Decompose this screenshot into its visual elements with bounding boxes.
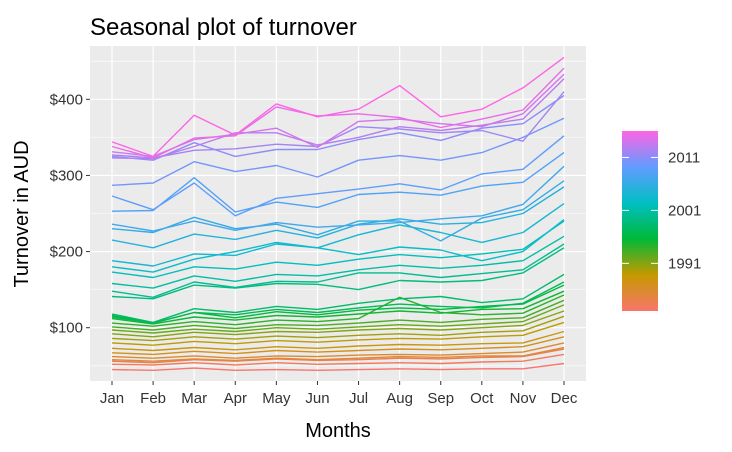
series-line-1994 — [111, 294, 565, 327]
y-tick-label: $100 — [50, 320, 83, 337]
x-tick-label: Nov — [510, 390, 537, 407]
series-line-2015 — [111, 67, 565, 159]
series-line-1987 — [111, 336, 565, 356]
series-line-2016 — [111, 56, 565, 158]
series-line-1985 — [111, 346, 565, 362]
x-axis: Jan Feb Mar Apr May Jun Jul Aug Sep Oct Nov Dec — [100, 381, 578, 407]
series-line-1989 — [111, 321, 565, 346]
series-line-2003 — [111, 219, 565, 273]
x-tick-label: Jul — [349, 390, 368, 407]
series-line-2012 — [111, 91, 565, 159]
series-line-1988 — [111, 330, 565, 352]
series-line-2004 — [111, 203, 565, 267]
series-line-2001 — [111, 235, 565, 289]
legend-colorbar — [622, 131, 658, 311]
legend: 1991 2001 2011 — [622, 149, 701, 272]
series-line-2009 — [111, 135, 565, 217]
series-lines — [111, 56, 565, 371]
legend-label: 2011 — [668, 149, 700, 166]
series-line-1995 — [111, 290, 565, 325]
x-axis-title: Months — [305, 420, 371, 442]
y-tick-label: $400 — [50, 91, 83, 108]
series-line-1998 — [111, 273, 565, 324]
series-line-1999 — [111, 247, 565, 300]
series-line-1993 — [111, 299, 565, 331]
x-tick-label: Jun — [305, 390, 329, 407]
series-line-2007 — [111, 165, 565, 232]
x-tick-label: Aug — [386, 390, 413, 407]
x-tick-label: Feb — [140, 390, 166, 407]
x-tick-label: Jan — [100, 390, 124, 407]
series-line-1986 — [111, 342, 565, 359]
series-line-2010 — [111, 117, 565, 186]
x-tick-label: Sep — [427, 390, 454, 407]
x-tick-label: Apr — [224, 390, 247, 407]
series-line-1990 — [111, 315, 565, 342]
series-line-1984 — [111, 348, 565, 364]
x-tick-label: Dec — [551, 390, 578, 407]
series-line-2014 — [111, 73, 565, 158]
series-line-1982 — [111, 362, 565, 371]
x-tick-label: Mar — [181, 390, 207, 407]
series-line-1992 — [111, 304, 565, 334]
y-axis-title: Turnover in AUD — [11, 140, 33, 287]
series-line-2000 — [111, 243, 565, 298]
legend-label: 1991 — [668, 255, 701, 272]
y-axis: $100 $200 $300 $400 — [50, 91, 90, 337]
y-tick-label: $300 — [50, 167, 83, 184]
y-tick-label: $200 — [50, 244, 83, 261]
series-line-1997 — [111, 281, 565, 324]
series-line-1983 — [111, 353, 565, 366]
chart-title: Seasonal plot of turnover — [90, 14, 357, 41]
x-tick-label: Oct — [470, 390, 494, 407]
series-line-2006 — [111, 180, 565, 242]
series-line-2002 — [111, 220, 565, 279]
series-line-2005 — [111, 186, 565, 249]
series-line-2011 — [111, 94, 565, 161]
legend-label: 2001 — [668, 202, 701, 219]
series-line-1991 — [111, 310, 565, 338]
series-line-2008 — [111, 152, 565, 213]
x-tick-label: May — [262, 390, 291, 407]
